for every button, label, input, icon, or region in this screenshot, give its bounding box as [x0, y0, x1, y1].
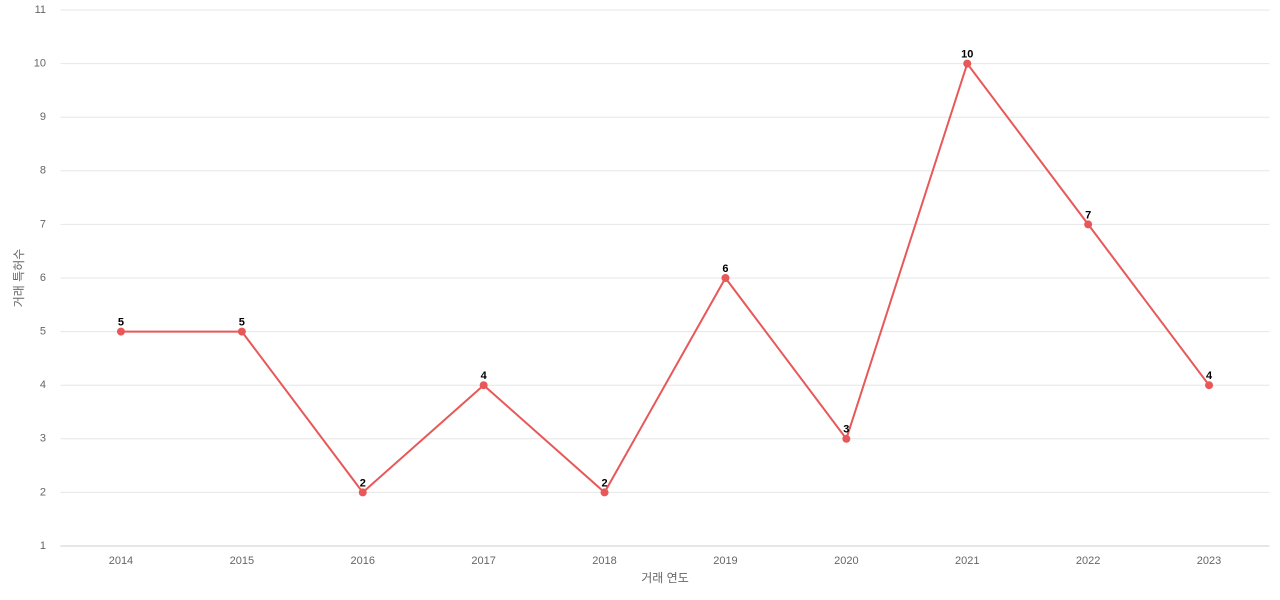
- x-tick-label: 2018: [592, 555, 616, 567]
- data-label: 3: [843, 424, 849, 436]
- data-label: 6: [722, 263, 728, 275]
- x-tick-label: 2014: [109, 555, 133, 567]
- x-tick-label: 2016: [351, 555, 375, 567]
- point: [479, 381, 488, 390]
- y-tick-label: 10: [34, 58, 46, 70]
- line: [120, 61, 1210, 494]
- x-tick-label: 2019: [713, 555, 737, 567]
- data-label: 2: [360, 477, 366, 489]
- y-tick-label: 2: [40, 486, 46, 498]
- y-tick-label: 1: [40, 540, 46, 552]
- data-label: 4: [481, 370, 488, 382]
- x-tick-label: 2023: [1197, 555, 1221, 567]
- y-tick-label: 3: [40, 433, 46, 445]
- x-tick-label: 2020: [834, 555, 858, 567]
- x-tick-label: 2015: [230, 555, 254, 567]
- data-label: 4: [1206, 370, 1213, 382]
- y-tick-label: 4: [40, 379, 46, 391]
- x-tick-label: 2022: [1076, 555, 1100, 567]
- y-tick-label: 6: [40, 272, 46, 284]
- data-label: 7: [1085, 209, 1091, 221]
- x-tick-label: 2017: [471, 555, 495, 567]
- point: [358, 488, 367, 497]
- y-tick-label: 11: [35, 4, 46, 16]
- point: [1084, 220, 1093, 229]
- y-tick-label: 8: [40, 165, 46, 177]
- point: [842, 434, 851, 443]
- point: [600, 488, 609, 497]
- y-tick-label: 5: [40, 326, 46, 338]
- data-label: 5: [118, 317, 124, 329]
- y-axis-title: 거래 특허수: [12, 249, 26, 308]
- point: [721, 274, 730, 282]
- point: [963, 59, 972, 68]
- x-axis-title: 거래 연도: [641, 571, 689, 585]
- point: [116, 327, 125, 336]
- y-tick-label: 7: [40, 218, 46, 230]
- x-tick-label: 2021: [955, 555, 979, 567]
- data-label: 10: [961, 49, 973, 61]
- data-label: 5: [239, 317, 245, 329]
- data-label: 2: [601, 477, 607, 489]
- y-tick-label: 9: [40, 111, 46, 123]
- point: [1205, 381, 1214, 390]
- point: [237, 327, 246, 336]
